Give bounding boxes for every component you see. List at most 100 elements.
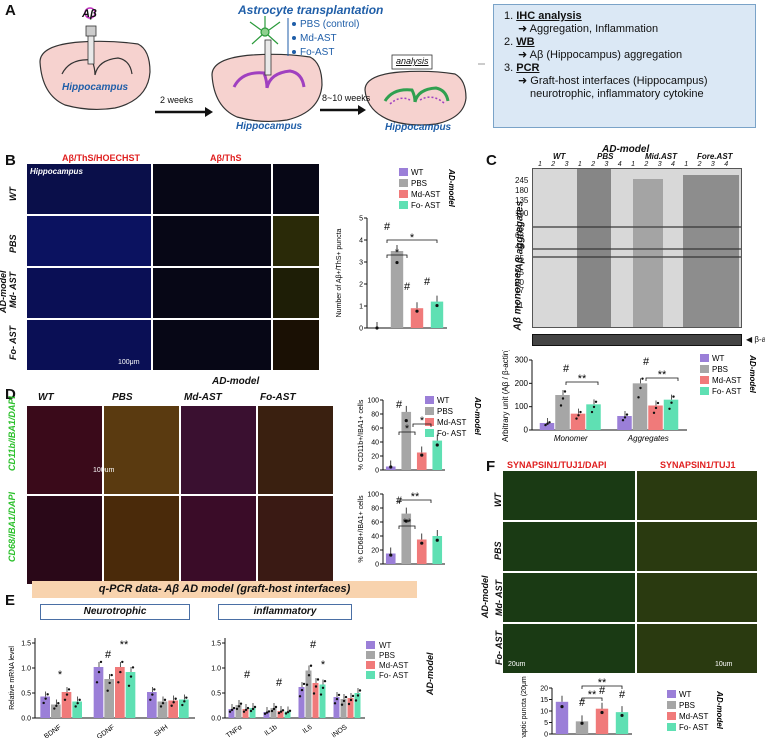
- legend-swatch: [425, 429, 434, 437]
- bar-il1b-0: [263, 712, 270, 718]
- data-point: [232, 706, 236, 710]
- bar-wt: [555, 701, 569, 734]
- d-col-header: PBS: [112, 392, 133, 403]
- data-point: [106, 689, 109, 692]
- bar-shh-1: [157, 701, 168, 718]
- legend-swatch: [399, 179, 408, 187]
- legend-label: Md-AST: [411, 190, 440, 199]
- significance-mark: #: [310, 639, 317, 651]
- lane-number: 2: [644, 161, 649, 168]
- y-axis-label: Number of Aβ+/ThS+ puncta: [336, 228, 343, 317]
- data-point: [55, 704, 58, 708]
- list-num-1: 1.: [504, 10, 514, 22]
- significance-mark: #: [244, 669, 251, 681]
- data-point: [639, 386, 642, 390]
- lane-number: 1: [577, 161, 582, 168]
- significance-mark: **: [578, 373, 587, 385]
- data-point: [347, 702, 351, 706]
- lane-number: 4: [671, 161, 675, 168]
- bar-inos-2: [347, 698, 354, 718]
- bar-pbs: [575, 721, 589, 734]
- data-point: [316, 678, 320, 681]
- data-point: [389, 553, 393, 557]
- data-point: [415, 309, 419, 313]
- data-point: [435, 443, 439, 447]
- y-tick-label: 0: [375, 562, 379, 569]
- legend-label: Fo- AST: [679, 723, 708, 732]
- b-micro-pbs-1: [26, 215, 152, 267]
- legend-label: PBS: [379, 650, 396, 660]
- legend-swatch: [667, 690, 676, 698]
- mw-marker: 35: [515, 254, 524, 263]
- y-tick-label: 60: [371, 426, 379, 433]
- b-col1-title-text: Aβ/ThS/HOECHST: [62, 153, 140, 163]
- c-actin-label: ◀ β-actin: [746, 335, 765, 344]
- legend-item: WT: [366, 640, 408, 650]
- legend-swatch: [700, 365, 709, 373]
- f-group-label: AD-model: [480, 575, 490, 619]
- data-point: [74, 705, 77, 708]
- data-point: [183, 700, 186, 703]
- data-point: [65, 693, 69, 696]
- f-micrograph: [636, 521, 758, 572]
- legend-label: WT: [679, 690, 692, 699]
- x-tick-label: TNFα: [225, 724, 243, 738]
- b-col2-title: Aβ/ThS: [210, 153, 242, 163]
- data-point: [404, 519, 408, 523]
- b-hippocampus-tag: Hippocampus: [30, 167, 83, 176]
- bar-fo-ast: [432, 536, 443, 564]
- data-point: [333, 702, 337, 705]
- data-point: [279, 710, 283, 713]
- legend-item: PBS: [366, 650, 408, 660]
- b-row-wt: WT: [8, 187, 18, 201]
- data-point: [592, 405, 596, 409]
- mw-marker: 48: [515, 242, 524, 251]
- bar-tnf-3: [249, 708, 256, 718]
- data-point: [230, 708, 234, 712]
- legend-swatch: [399, 190, 408, 198]
- mw-marker: 17: [515, 286, 524, 295]
- significance-mark: *: [58, 669, 63, 681]
- data-point: [621, 419, 625, 422]
- b-micro-pbs-2: [152, 215, 272, 267]
- x-tick-label: GDNF: [96, 724, 116, 738]
- bar-il6-0: [298, 687, 305, 718]
- data-point: [174, 697, 177, 700]
- f-micrograph: [502, 470, 636, 521]
- bar-bdnf-0: [40, 696, 50, 718]
- data-point: [652, 411, 656, 415]
- list-head-wb: WB: [516, 36, 535, 48]
- e-banner: q-PCR data- Aβ AD model (graft-host inte…: [32, 581, 417, 598]
- data-point: [590, 410, 594, 414]
- legend-swatch: [425, 418, 434, 426]
- y-axis-label: % CD68+/IBA1+ cells: [358, 495, 365, 563]
- e-inflam-title: inflammatory: [218, 604, 352, 620]
- bar-md-ast: [416, 539, 427, 564]
- legend-swatch: [399, 168, 408, 176]
- significance-bracket: [581, 685, 623, 689]
- data-point: [53, 707, 56, 710]
- data-point: [127, 684, 131, 687]
- data-point: [300, 688, 304, 692]
- y-axis-label: % CD11b+/IBA1+ cells: [358, 399, 365, 470]
- bar-pbs: [401, 411, 412, 470]
- data-point: [265, 711, 269, 714]
- bar-fo-ast: [430, 301, 444, 328]
- x-tick-label: SHH: [153, 724, 169, 738]
- data-point: [110, 673, 113, 677]
- significance-mark: #: [424, 276, 431, 288]
- significance-mark: #: [599, 685, 606, 697]
- data-point: [335, 697, 339, 701]
- y-tick-label: 100: [367, 492, 379, 499]
- legend-label: Fo- AST: [712, 387, 741, 396]
- blot-group-header: PBS: [597, 152, 614, 161]
- data-point: [286, 710, 290, 714]
- hippocampus-1: Hippocampus: [62, 82, 129, 93]
- data-point: [389, 465, 393, 469]
- y-tick-label: 1.5: [211, 641, 221, 648]
- data-point: [129, 675, 133, 678]
- data-point: [242, 710, 246, 713]
- list-head-ihc: IHC analysis: [516, 10, 582, 22]
- significance-mark: #: [105, 649, 112, 661]
